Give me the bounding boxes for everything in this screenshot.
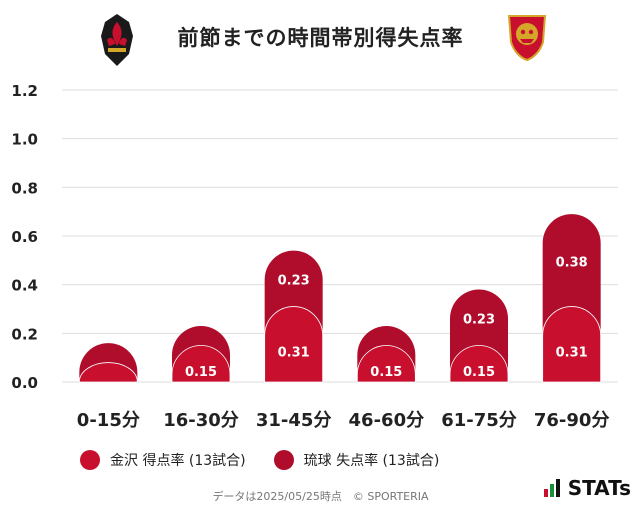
x-tick-label: 46-60分 xyxy=(349,410,425,431)
chart-legend: 金沢 得点率 (13試合) 琉球 失点率 (13試合) xyxy=(80,450,467,470)
data-label-ryukyu: 0.23 xyxy=(278,274,310,289)
bar-kanazawa-scored xyxy=(264,306,324,383)
bar-kanazawa-scored xyxy=(542,306,602,383)
y-tick-label: 0.8 xyxy=(11,179,38,197)
bar-kanazawa-scored xyxy=(171,345,231,383)
bar-kanazawa-scored xyxy=(356,345,416,383)
legend-swatch-ryukyu xyxy=(273,450,294,470)
y-tick-label: 0.0 xyxy=(11,374,38,392)
x-tick-label: 61-75分 xyxy=(441,410,517,431)
brand-label: STATs xyxy=(567,476,631,500)
legend-swatch-kanazawa xyxy=(80,450,100,470)
x-tick-label: 31-45分 xyxy=(256,410,332,431)
legend-item-ryukyu: 琉球 失点率 (13試合) xyxy=(273,450,440,470)
x-tick-label: 16-30分 xyxy=(163,410,239,431)
data-label-kanazawa: 0.31 xyxy=(556,345,588,360)
y-tick-label: 0.6 xyxy=(11,228,38,246)
data-label-kanazawa: 0.31 xyxy=(278,345,310,360)
stats-bars-icon xyxy=(543,479,562,497)
data-label-kanazawa: 0.15 xyxy=(185,365,217,380)
x-tick-label: 0-15分 xyxy=(77,410,140,431)
y-tick-label: 1.0 xyxy=(11,131,38,149)
data-label-ryukyu: 0.38 xyxy=(556,255,588,270)
legend-label-ryukyu: 琉球 失点率 (13試合) xyxy=(303,453,440,469)
y-tick-label: 0.2 xyxy=(11,325,38,343)
legend-label-kanazawa: 金沢 得点率 (13試合) xyxy=(110,453,246,469)
ryukyu-crest-icon xyxy=(506,12,548,66)
chart-plot: 0.0 0.2 0.4 0.6 0.8 1.0 1.2 0-15分 0.15 16-30分 0.31… xyxy=(11,82,618,431)
x-tick-label: 76-90分 xyxy=(534,410,610,431)
data-source-footer: データは2025/05/25時点 © SPORTERIA xyxy=(212,490,429,503)
y-tick-label: 0.4 xyxy=(11,277,38,295)
legend-item-kanazawa: 金沢 得点率 (13試合) xyxy=(80,450,246,470)
y-tick-label: 1.2 xyxy=(11,82,38,100)
bar-kanazawa-scored xyxy=(78,362,138,383)
chart-title: 前節までの時間帯別得失点率 xyxy=(177,26,464,50)
stats-brand: STATs xyxy=(543,476,631,500)
data-label-kanazawa: 0.15 xyxy=(463,365,495,380)
bar-kanazawa-scored xyxy=(449,345,509,383)
data-label-ryukyu: 0.23 xyxy=(463,313,495,328)
kanazawa-crest-icon xyxy=(96,12,138,72)
data-label-kanazawa: 0.15 xyxy=(370,365,402,380)
